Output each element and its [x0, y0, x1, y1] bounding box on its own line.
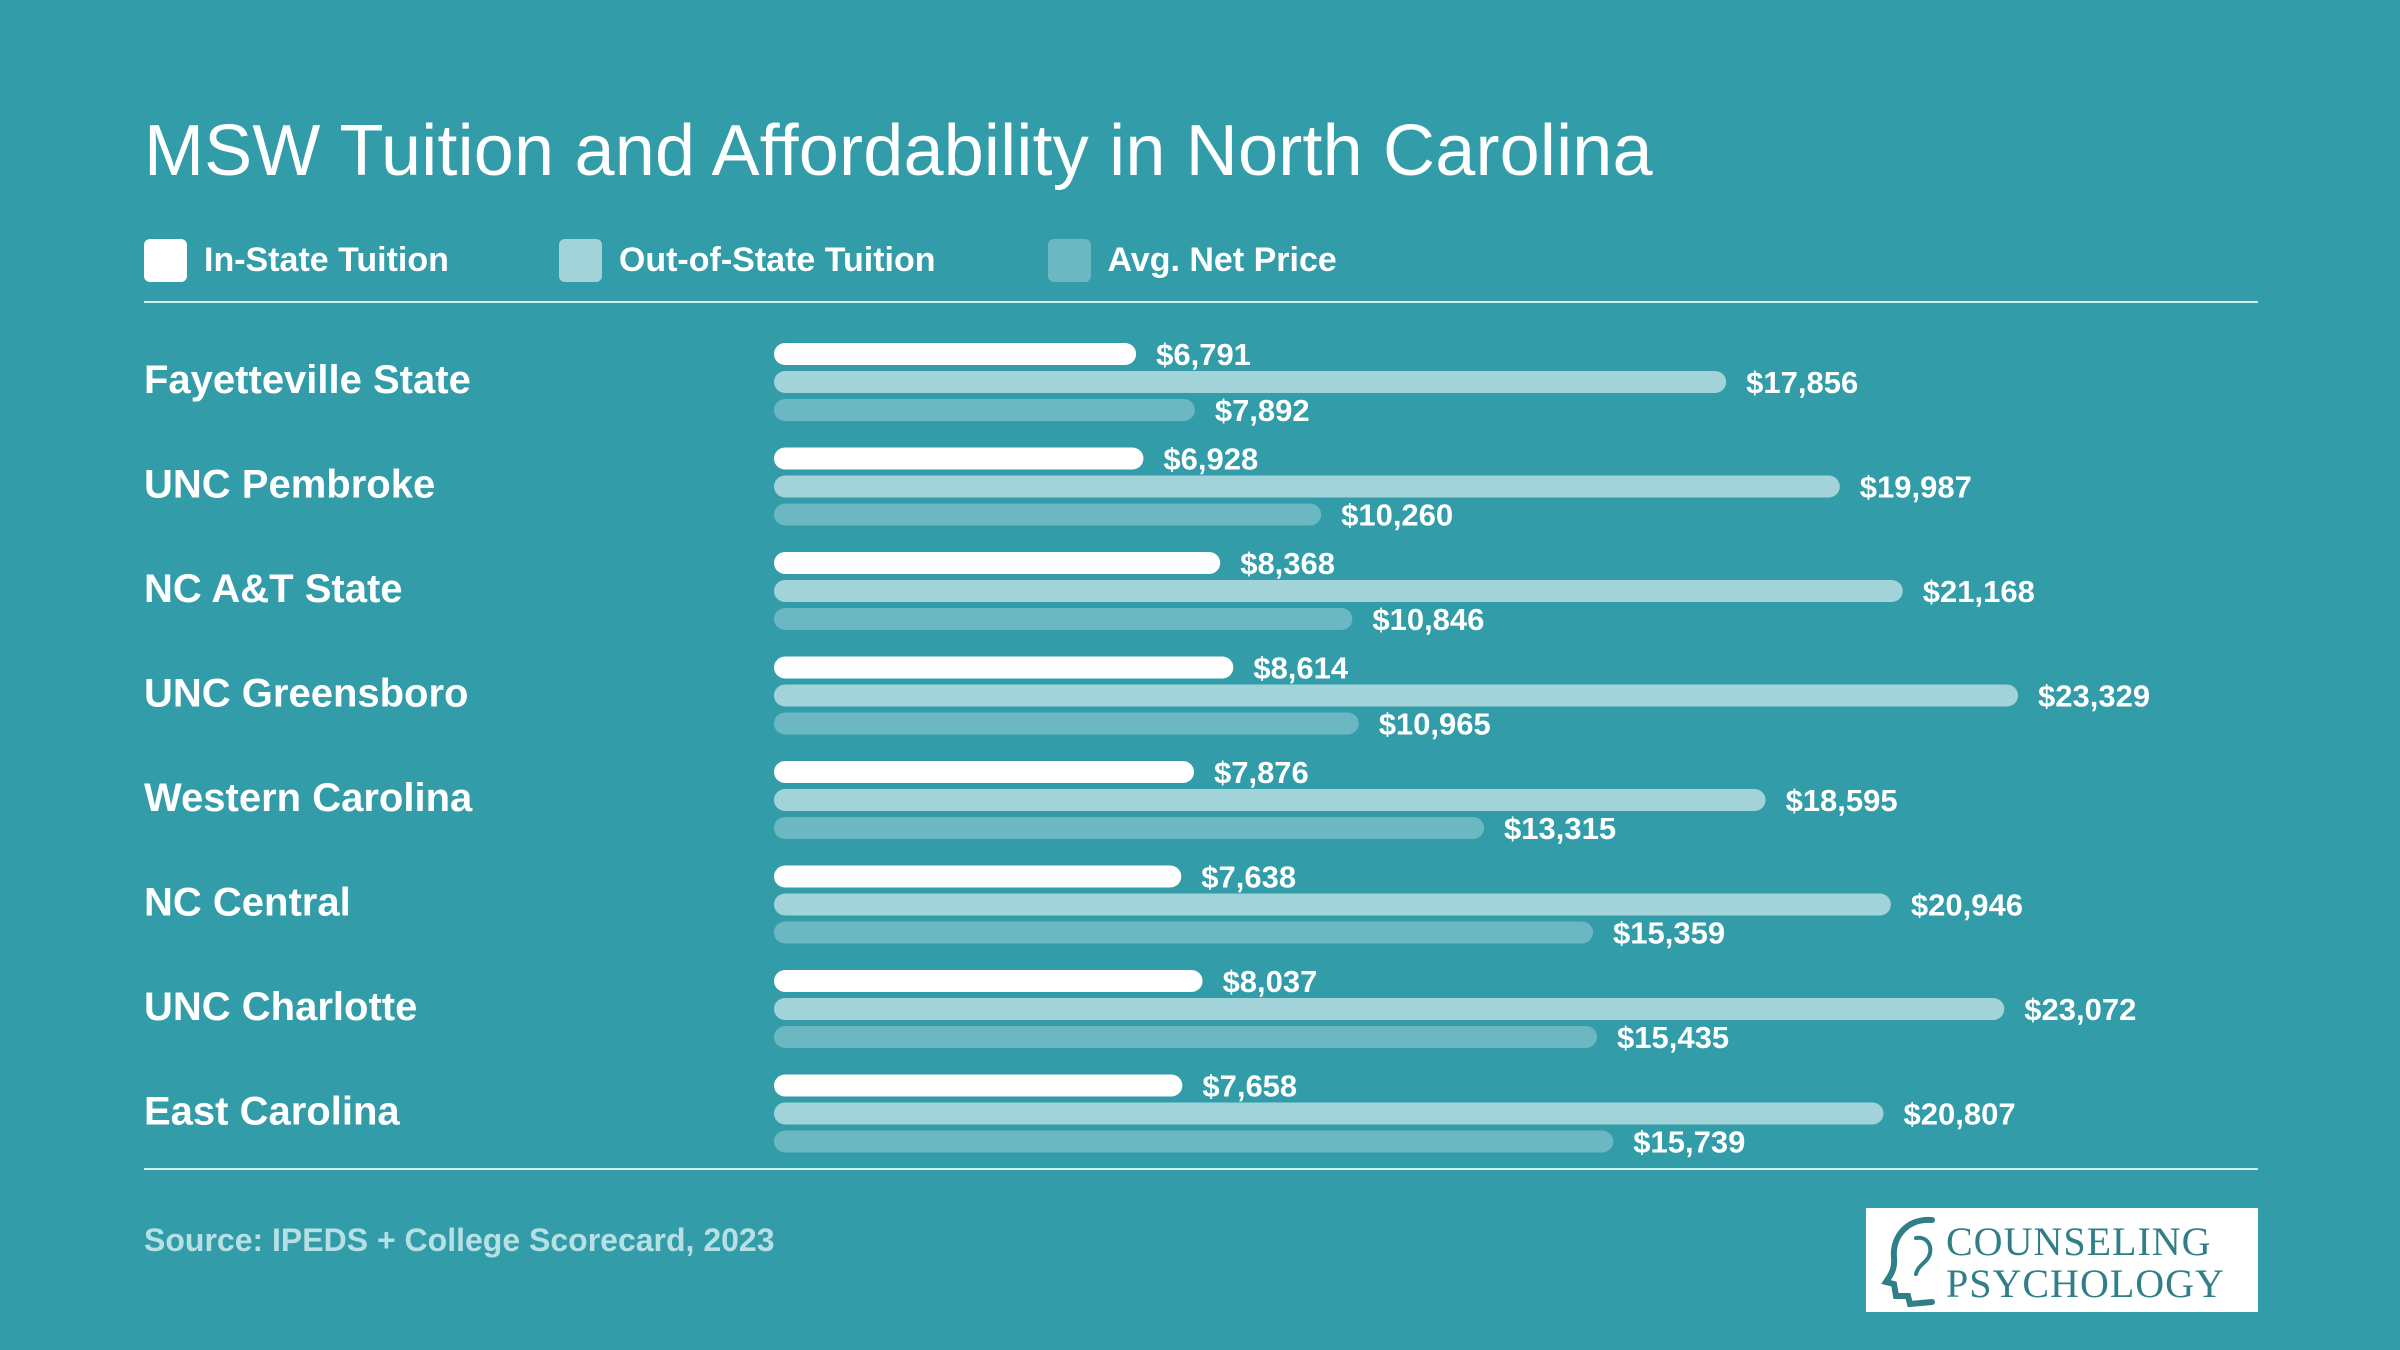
logo-line-1: COUNSELING — [1946, 1219, 2212, 1264]
bar-out-of-state-unc-greensboro — [774, 684, 2018, 707]
bar-out-of-state-western-carolina — [774, 789, 1766, 811]
value-label-out-of-state: $21,168 — [1923, 574, 2035, 609]
bottom-divider — [144, 1168, 2258, 1170]
legend-swatch-net-price — [1047, 238, 1091, 282]
value-label-in-state: $8,368 — [1240, 546, 1335, 581]
value-label-in-state: $8,037 — [1223, 964, 1318, 999]
legend-item-in-state: In-State Tuition — [144, 238, 449, 282]
category-label: Fayetteville State — [144, 358, 471, 402]
bar-in-state-unc-greensboro — [774, 656, 1234, 679]
legend-label-in-state: In-State Tuition — [204, 240, 449, 279]
legend-label-net-price: Avg. Net Price — [1107, 240, 1337, 279]
value-label-out-of-state: $18,595 — [1786, 783, 1898, 818]
value-label-net-price: $13,315 — [1504, 811, 1616, 846]
category-label: UNC Charlotte — [144, 985, 417, 1029]
logo-line-2: PSYCHOLOGY — [1946, 1261, 2225, 1306]
category-label: NC A&T State — [144, 567, 403, 611]
value-label-out-of-state: $23,072 — [2024, 992, 2136, 1027]
bar-net-price-unc-pembroke — [774, 503, 1322, 526]
legend-swatch-out-of-state — [558, 238, 602, 282]
bar-in-state-nc-central — [774, 865, 1182, 888]
value-label-out-of-state: $20,946 — [1911, 888, 2023, 923]
legend-label-out-of-state: Out-of-State Tuition — [618, 240, 936, 279]
bar-in-state-western-carolina — [774, 761, 1194, 783]
bar-net-price-fayetteville-state — [774, 399, 1195, 421]
brand-logo: COUNSELING PSYCHOLOGY — [1866, 1208, 2258, 1312]
legend-item-net-price: Avg. Net Price — [1047, 238, 1337, 282]
value-label-net-price: $15,435 — [1617, 1020, 1729, 1055]
category-label: UNC Pembroke — [144, 463, 435, 507]
bar-in-state-east-carolina — [774, 1074, 1183, 1097]
category-label: Western Carolina — [144, 776, 473, 820]
value-label-in-state: $6,791 — [1156, 337, 1251, 372]
value-label-out-of-state: $17,856 — [1746, 365, 1858, 400]
bar-in-state-nc-a-t-state — [774, 552, 1221, 574]
bar-in-state-unc-charlotte — [774, 970, 1203, 992]
category-label: East Carolina — [144, 1090, 400, 1134]
legend: In-State Tuition Out-of-State Tuition Av… — [144, 236, 1447, 284]
value-label-in-state: $8,614 — [1253, 651, 1349, 686]
bar-out-of-state-east-carolina — [774, 1102, 1884, 1125]
value-label-out-of-state: $19,987 — [1860, 470, 1972, 505]
value-label-in-state: $7,658 — [1202, 1069, 1297, 1104]
legend-item-out-of-state: Out-of-State Tuition — [558, 238, 936, 282]
bar-net-price-east-carolina — [774, 1130, 1614, 1153]
top-divider — [144, 301, 2258, 303]
value-label-net-price: $10,846 — [1372, 602, 1484, 637]
bar-out-of-state-fayetteville-state — [774, 371, 1727, 393]
bar-out-of-state-unc-charlotte — [774, 998, 2005, 1020]
chart-title: MSW Tuition and Affordability in North C… — [144, 111, 1653, 191]
bar-net-price-western-carolina — [774, 817, 1485, 839]
bar-out-of-state-nc-central — [774, 893, 1891, 916]
bar-net-price-unc-charlotte — [774, 1026, 1598, 1048]
value-label-in-state: $7,876 — [1214, 755, 1309, 790]
legend-swatch-in-state — [144, 238, 187, 282]
category-label: UNC Greensboro — [144, 672, 469, 716]
value-label-out-of-state: $20,807 — [1904, 1097, 2016, 1132]
value-label-in-state: $7,638 — [1201, 860, 1296, 895]
value-label-out-of-state: $23,329 — [2038, 679, 2150, 714]
value-label-net-price: $7,892 — [1215, 393, 1310, 428]
value-label-net-price: $15,739 — [1633, 1125, 1745, 1160]
bar-in-state-fayetteville-state — [774, 343, 1137, 365]
bar-out-of-state-nc-a-t-state — [774, 580, 1903, 602]
bar-in-state-unc-pembroke — [774, 447, 1144, 470]
value-label-net-price: $15,359 — [1613, 916, 1725, 951]
bar-net-price-nc-central — [774, 921, 1594, 944]
value-label-net-price: $10,965 — [1379, 707, 1491, 742]
category-label: NC Central — [144, 881, 351, 925]
value-label-net-price: $10,260 — [1341, 498, 1453, 533]
bar-out-of-state-unc-pembroke — [774, 475, 1840, 498]
value-label-in-state: $6,928 — [1163, 442, 1258, 477]
bar-net-price-nc-a-t-state — [774, 608, 1353, 630]
head-profile-icon — [1881, 1216, 1935, 1308]
bar-net-price-unc-greensboro — [774, 712, 1359, 735]
source-note: Source: IPEDS + College Scorecard, 2023 — [144, 1222, 775, 1258]
